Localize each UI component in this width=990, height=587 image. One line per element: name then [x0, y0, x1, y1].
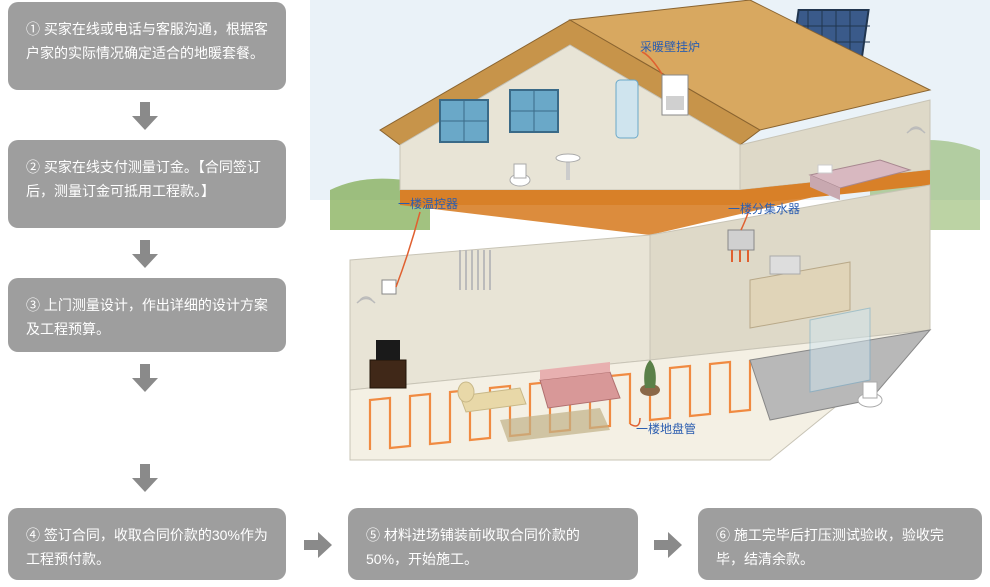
arrow-right-icon — [650, 528, 684, 562]
house-cutaway-diagram: 采暖壁挂炉 一楼温控器 一楼分集水器 一楼地盘管 — [310, 0, 990, 480]
arrow-down-icon — [128, 360, 162, 394]
label-boiler: 采暖壁挂炉 — [640, 38, 700, 55]
step-text: ② 买家在线支付测量订金。【合同签订后，测量订金可抵用工程款。】 — [26, 159, 261, 199]
step-text: ③ 上门测量设计，作出详细的设计方案及工程预算。 — [26, 297, 268, 337]
step-text: ⑤ 材料进场铺装前收取合同价款的50%，开始施工。 — [366, 527, 580, 567]
step-box-1: ① 买家在线或电话与客服沟通，根据客户家的实际情况确定适合的地暖套餐。 — [8, 2, 286, 90]
step-box-2: ② 买家在线支付测量订金。【合同签订后，测量订金可抵用工程款。】 — [8, 140, 286, 228]
label-thermostat: 一楼温控器 — [398, 195, 458, 212]
arrow-down-icon — [128, 236, 162, 270]
house-svg — [310, 0, 990, 480]
step-text: ④ 签订合同，收取合同价款的30%作为工程预付款。 — [26, 527, 268, 567]
step-box-5: ⑤ 材料进场铺装前收取合同价款的50%，开始施工。 — [348, 508, 638, 580]
step-text: ⑥ 施工完毕后打压测试验收，验收完毕，结清余款。 — [716, 527, 944, 567]
step-box-4: ④ 签订合同，收取合同价款的30%作为工程预付款。 — [8, 508, 286, 580]
arrow-down-icon — [128, 460, 162, 494]
step-text: ① 买家在线或电话与客服沟通，根据客户家的实际情况确定适合的地暖套餐。 — [26, 21, 268, 61]
step-box-6: ⑥ 施工完毕后打压测试验收，验收完毕，结清余款。 — [698, 508, 982, 580]
arrow-down-icon — [128, 98, 162, 132]
label-manifold: 一楼分集水器 — [728, 200, 800, 217]
arrow-right-icon — [300, 528, 334, 562]
step-box-3: ③ 上门测量设计，作出详细的设计方案及工程预算。 — [8, 278, 286, 352]
label-floor-pipe: 一楼地盘管 — [636, 420, 696, 437]
